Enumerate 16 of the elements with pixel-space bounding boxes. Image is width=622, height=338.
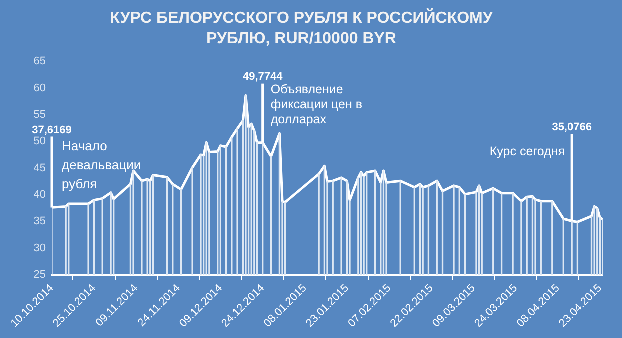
annotation: Курс сегодня [490, 144, 566, 159]
chart-title: КУРС БЕЛОРУССКОГО РУБЛЯ К РОССИЙСКОМУ РУБЛЮ, RUR/10000 BYR [110, 8, 494, 48]
y-tick-label: 65 [34, 56, 46, 68]
y-tick-label: 25 [34, 269, 46, 282]
annotation: Объявление фиксации цен в долларах [270, 82, 363, 126]
y-tick-label: 35 [34, 216, 46, 228]
annotation: 37,6169 [32, 124, 72, 137]
annotation: 49,7744 [242, 70, 284, 83]
y-tick-label: 60 [34, 82, 46, 94]
y-tick-label: 40 [34, 189, 46, 202]
y-tick-label: 45 [34, 162, 46, 174]
y-tick-label: 30 [34, 242, 46, 254]
y-tick-label: 55 [34, 108, 46, 121]
annotation: Начало девальвации рубля [62, 138, 142, 192]
annotation: 35,0766 [552, 121, 592, 134]
y-tick-label: 50 [34, 136, 46, 148]
